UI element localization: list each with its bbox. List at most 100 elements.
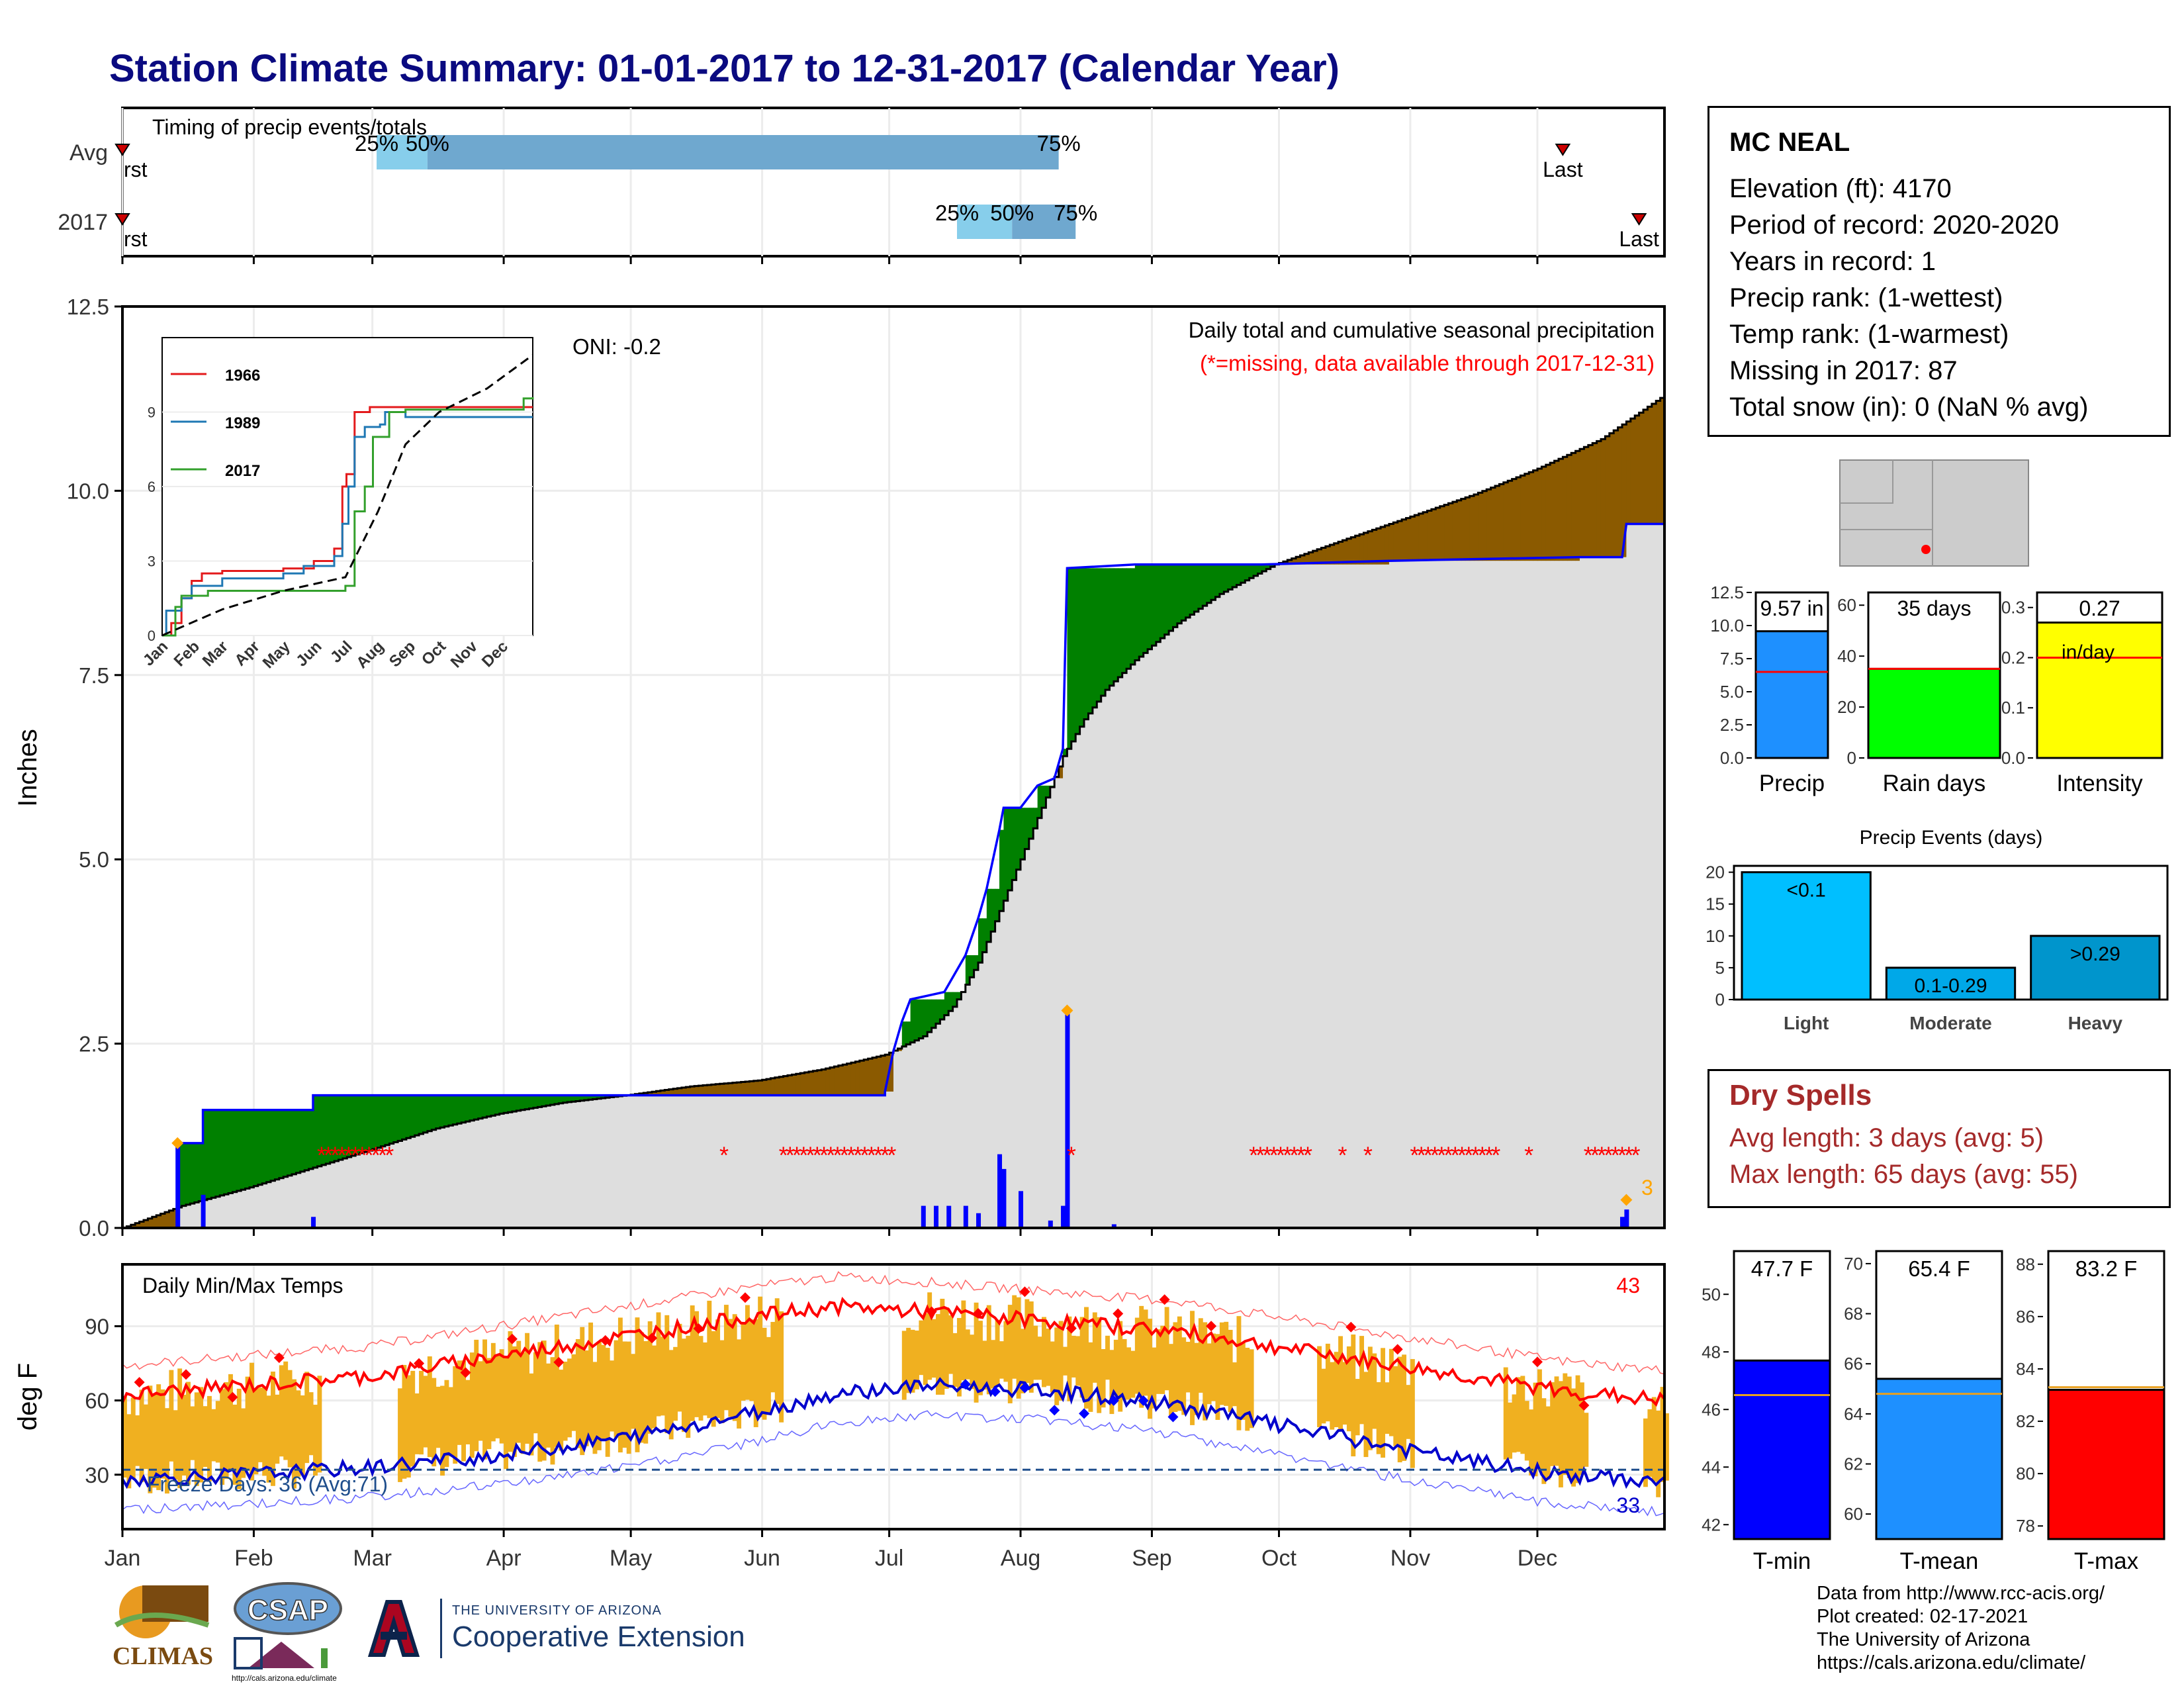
precip-base-area <box>342 1158 347 1228</box>
timing-last-marker <box>1555 144 1571 156</box>
temps-daily-bar <box>639 1332 644 1443</box>
precip-deficit-area <box>1367 531 1373 565</box>
missing-data-marker: * <box>371 1142 381 1169</box>
precip-base-area <box>279 1178 284 1228</box>
temps-daily-bar <box>165 1408 169 1494</box>
missing-data-marker: * <box>867 1142 876 1169</box>
temps-daily-bar <box>919 1320 924 1376</box>
precip-base-area <box>1219 594 1224 1228</box>
missing-data-marker: * <box>1631 1142 1640 1169</box>
precip-surplus-area <box>419 1095 424 1135</box>
precip-base-area <box>1427 561 1432 1228</box>
temps-daily-bar <box>1554 1376 1559 1466</box>
temps-daily-bar <box>1334 1352 1339 1428</box>
annual-temp-ytick-label: 84 <box>2016 1359 2035 1379</box>
precip-surplus-area <box>508 1095 513 1113</box>
precip-base-area <box>1630 524 1635 1229</box>
temps-daily-bar <box>1173 1322 1178 1413</box>
temps-daily-bar <box>427 1356 432 1458</box>
missing-data-marker: * <box>1604 1142 1613 1169</box>
precip-surplus-area <box>559 1095 564 1103</box>
precip-deficit-area <box>130 1225 136 1228</box>
annual-precip-ytick-label: 0.3 <box>2001 598 2025 618</box>
temps-daily-bar <box>1410 1359 1415 1468</box>
precip-events-title: Precip Events (days) <box>1860 827 2043 849</box>
precip-base-area <box>1571 561 1576 1228</box>
temps-record-max-line <box>122 1271 1665 1375</box>
temps-daily-bar <box>495 1354 500 1438</box>
temps-daily-bar <box>1012 1295 1017 1379</box>
temps-max-count: 43 <box>1616 1274 1640 1297</box>
annual-precip-value: 0.27 <box>2079 596 2120 620</box>
precip-base-area <box>1617 557 1623 1228</box>
precip-base-area <box>1190 614 1195 1228</box>
precip-ytick-label: 7.5 <box>79 663 109 688</box>
precip-surplus-area <box>991 888 996 932</box>
precip-surplus-area <box>250 1109 255 1188</box>
precip-base-area <box>1473 561 1479 1228</box>
precip-deficit-area <box>135 1223 140 1228</box>
precip-deficit-area <box>1397 521 1402 561</box>
precip-deficit-area <box>1626 421 1631 524</box>
precip-base-area <box>1130 664 1136 1228</box>
temps-daily-bar <box>698 1336 704 1421</box>
temps-record-high-marker <box>1019 1286 1030 1297</box>
precip-base-area <box>393 1142 398 1228</box>
precip-base-area <box>1181 620 1187 1228</box>
precip-base-area <box>880 1095 886 1228</box>
temps-daily-bar <box>1046 1329 1051 1386</box>
temps-daily-bar <box>414 1393 420 1454</box>
precip-base-area <box>1516 561 1521 1228</box>
missing-data-marker: * <box>719 1142 729 1169</box>
precip-deficit-area <box>1312 551 1318 565</box>
precip-base-area <box>1499 561 1504 1228</box>
precip-base-area <box>1541 561 1547 1228</box>
credit-line: https://cals.arizona.edu/climate/ <box>1817 1652 2086 1673</box>
precip-base-area <box>952 1006 958 1228</box>
precip-base-area <box>1579 557 1584 1228</box>
temps-daily-bar <box>520 1352 525 1454</box>
precip-base-area <box>1092 707 1097 1228</box>
precip-surplus-area <box>186 1143 191 1205</box>
precip-base-area <box>1028 839 1034 1228</box>
precip-base-area <box>1609 557 1614 1228</box>
precip-deficit-area <box>792 1074 797 1096</box>
precip-base-area <box>622 1096 627 1228</box>
precip-base-area <box>1232 587 1238 1228</box>
dry-spells-avg: Avg length: 3 days (avg: 5) <box>1729 1123 2044 1152</box>
precip-deficit-area <box>868 1058 873 1096</box>
temps-daily-bar <box>1355 1379 1360 1436</box>
precip-base-area <box>1651 524 1657 1229</box>
timing-last-label: Last <box>1619 227 1659 251</box>
precip-deficit-area <box>1494 485 1500 561</box>
missing-data-marker: * <box>1451 1142 1460 1169</box>
precip-base-area <box>893 1051 899 1228</box>
precip-base-area <box>1584 557 1589 1228</box>
precip-base-area <box>974 970 979 1228</box>
temps-daily-bar <box>448 1387 453 1457</box>
precip-base-area <box>398 1141 403 1228</box>
temps-daily-bar <box>262 1386 267 1476</box>
precip-deficit-area <box>1376 528 1381 565</box>
precip-base-area <box>1033 828 1038 1228</box>
precip-deficit-area <box>715 1084 721 1096</box>
precip-surplus-area <box>1206 564 1212 603</box>
precip-deficit-area <box>1291 558 1297 565</box>
precip-base-area <box>1312 564 1318 1228</box>
precip-base-area <box>435 1128 441 1228</box>
month-label: Jul <box>875 1546 903 1571</box>
precip-base-area <box>1105 690 1111 1228</box>
temps-daily-bar <box>398 1388 402 1482</box>
precip-base-area <box>1490 561 1496 1228</box>
precip-base-area <box>1160 638 1165 1228</box>
precip-base-area <box>732 1095 737 1228</box>
precip-base-area <box>186 1204 191 1228</box>
precip-deficit-area <box>1372 530 1377 565</box>
precip-surplus-area <box>444 1095 449 1127</box>
precip-surplus-area <box>952 992 958 1007</box>
precip-base-area <box>1253 575 1259 1228</box>
precip-deficit-area <box>783 1076 788 1096</box>
temps-record-high-marker <box>1345 1321 1357 1333</box>
inset-ytick-label: 0 <box>148 628 156 644</box>
temps-daily-bar <box>287 1370 293 1468</box>
